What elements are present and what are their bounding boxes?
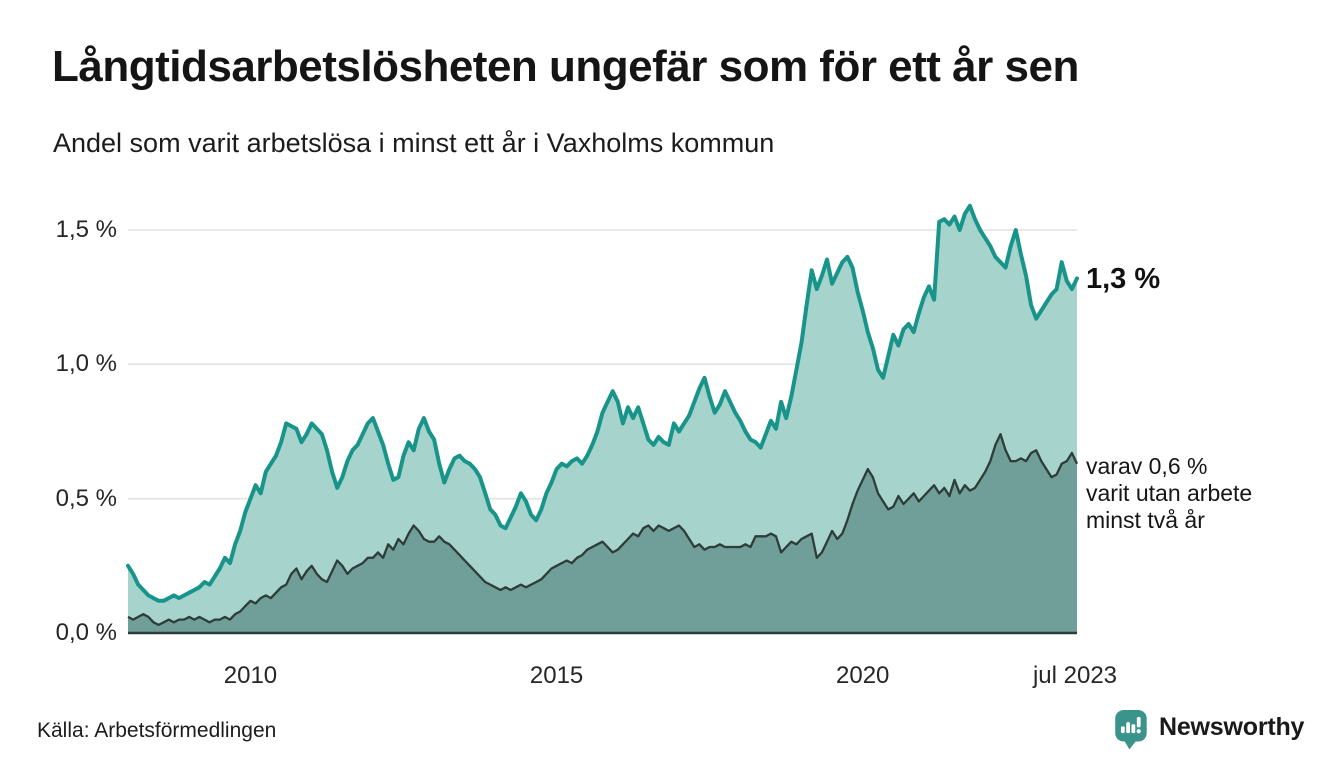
x-axis-label: 2020 <box>836 662 890 689</box>
x-axis-label: 2015 <box>529 662 584 689</box>
y-axis-label: 0,0 % <box>55 619 117 646</box>
x-axis-label: 2010 <box>223 662 278 689</box>
secondary-note-line-3: minst två år <box>1086 507 1205 533</box>
y-axis-label: 1,5 % <box>55 215 117 243</box>
secondary-note-line-2: varit utan arbete <box>1086 480 1253 506</box>
logo-wordmark: Newsworthy <box>1159 712 1305 741</box>
source-attribution: Källa: Arbetsförmedlingen <box>37 719 277 742</box>
y-axis-label: 0,5 % <box>55 484 117 512</box>
secondary-series-annotation: varav 0,6 % varit utan arbete minst två … <box>1086 453 1252 534</box>
page-subtitle: Andel som varit arbetslösa i minst ett å… <box>53 128 775 158</box>
x-axis-label: jul 2023 <box>1032 662 1118 689</box>
latest-value-annotation: 1,3 % <box>1086 263 1161 295</box>
newsworthy-logo: Newsworthy <box>1114 708 1304 752</box>
secondary-note-line-1: varav 0,6 % <box>1086 453 1208 479</box>
newsworthy-chart-bubble-icon <box>1115 710 1147 750</box>
y-axis-label: 1,0 % <box>55 350 117 378</box>
page-title: Långtidsarbetslösheten ungefär som för e… <box>52 42 1079 91</box>
